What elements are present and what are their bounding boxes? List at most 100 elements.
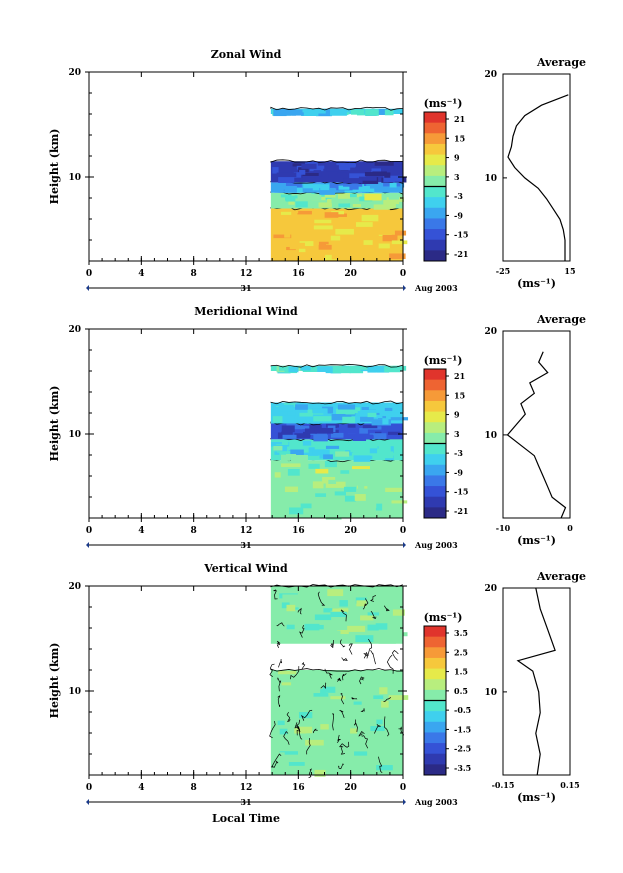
data-cell — [291, 109, 310, 116]
contour-line — [299, 625, 305, 638]
data-cell — [319, 187, 336, 195]
contour-line — [360, 708, 365, 713]
average-y-tick-label: 10 — [484, 431, 497, 441]
colorbar-segment — [424, 700, 446, 712]
colorbar-segment — [424, 379, 446, 391]
colorbar-tick-label: -21 — [454, 506, 468, 516]
data-cell — [343, 182, 363, 187]
colorbar-segment — [424, 422, 446, 434]
data-cell — [350, 448, 367, 453]
average-x-tick-label: 0 — [567, 523, 573, 533]
colorbar-segment — [424, 647, 446, 659]
data-cell — [302, 172, 319, 178]
month-label: Aug 2003 — [414, 540, 458, 550]
data-cell — [302, 175, 320, 182]
average-x-tick-label: 0.15 — [560, 780, 579, 790]
data-cell — [352, 479, 367, 486]
data-cell — [289, 242, 305, 250]
average-x-tick-label: 15 — [564, 266, 575, 276]
average-title: Average — [536, 570, 586, 583]
data-cell — [271, 225, 284, 230]
contour-line — [270, 400, 403, 405]
average-frame — [502, 587, 571, 776]
data-cell — [299, 241, 314, 247]
colorbar-tick-label: -15 — [454, 230, 468, 240]
contour-line — [358, 731, 365, 737]
data-cell — [355, 635, 374, 643]
contour-line — [270, 363, 403, 368]
data-cell — [280, 454, 291, 461]
data-cell — [375, 623, 388, 630]
average-profile-line — [506, 351, 567, 519]
x-tick-label: 0 — [86, 269, 92, 279]
data-cell — [275, 109, 285, 114]
contour-line — [324, 668, 333, 679]
data-layer — [270, 670, 403, 775]
colorbar-segment — [424, 636, 446, 648]
data-cell — [285, 183, 298, 188]
average-y-tick-label: 20 — [484, 327, 497, 337]
data-cell — [346, 606, 365, 613]
day-label: 31 — [240, 797, 251, 807]
colorbar-unit: (ms⁻¹) — [424, 611, 463, 624]
contour-line — [348, 643, 353, 655]
data-cell — [316, 497, 328, 502]
average-y-tick-label: 10 — [484, 174, 497, 184]
colorbar-tick-label: -2.5 — [454, 744, 471, 754]
average-title: Average — [536, 313, 586, 326]
data-cell — [330, 611, 347, 618]
x-tick-label: 0 — [400, 526, 406, 536]
data-cell — [388, 695, 409, 700]
contour-line — [270, 668, 403, 672]
data-cell — [281, 463, 301, 468]
data-cell — [271, 442, 290, 447]
data-cell — [389, 182, 397, 188]
data-cell — [292, 470, 312, 478]
data-cell — [391, 230, 407, 236]
contour-line — [337, 763, 344, 770]
data-cell — [334, 491, 346, 496]
data-cell — [305, 246, 313, 252]
colorbar-tick-label: -3 — [454, 448, 463, 458]
data-cell — [379, 228, 395, 235]
data-cell — [272, 167, 279, 174]
data-cell — [390, 417, 409, 421]
data-cell — [288, 762, 305, 766]
contour-line — [278, 659, 283, 668]
data-cell — [361, 406, 376, 410]
data-cell — [331, 413, 346, 421]
contour-line — [296, 719, 301, 731]
contour-line — [273, 589, 278, 600]
data-cell — [342, 416, 356, 424]
data-cell — [314, 769, 326, 777]
colorbar-segment — [424, 165, 446, 177]
data-cell — [306, 419, 323, 424]
data-cell — [276, 172, 297, 178]
data-cell — [389, 253, 406, 260]
contour-line — [366, 638, 373, 659]
data-cell — [314, 614, 332, 621]
x-tick-label: 4 — [138, 783, 144, 793]
contour-line — [270, 159, 403, 164]
contour-line — [276, 622, 285, 627]
contour-line — [269, 721, 276, 739]
x-tick-label: 16 — [292, 269, 305, 279]
data-cell — [315, 468, 329, 474]
data-cell — [354, 751, 368, 756]
data-cell — [366, 440, 385, 447]
x-tick-label: 4 — [138, 269, 144, 279]
day-axis-start-marker — [86, 285, 89, 291]
colorbar-segment — [424, 229, 446, 241]
data-cell — [387, 425, 399, 432]
contour-line — [391, 650, 399, 661]
data-cell — [287, 469, 300, 476]
colorbar-segment — [424, 464, 446, 476]
colorbar-segment — [424, 721, 446, 733]
data-cell — [282, 415, 295, 419]
colorbar-segment — [424, 507, 446, 519]
colorbar-tick-label: 15 — [454, 133, 465, 143]
data-cell — [286, 604, 296, 612]
data-cell — [293, 415, 301, 422]
data-cell — [323, 454, 333, 460]
data-cell — [292, 163, 310, 167]
